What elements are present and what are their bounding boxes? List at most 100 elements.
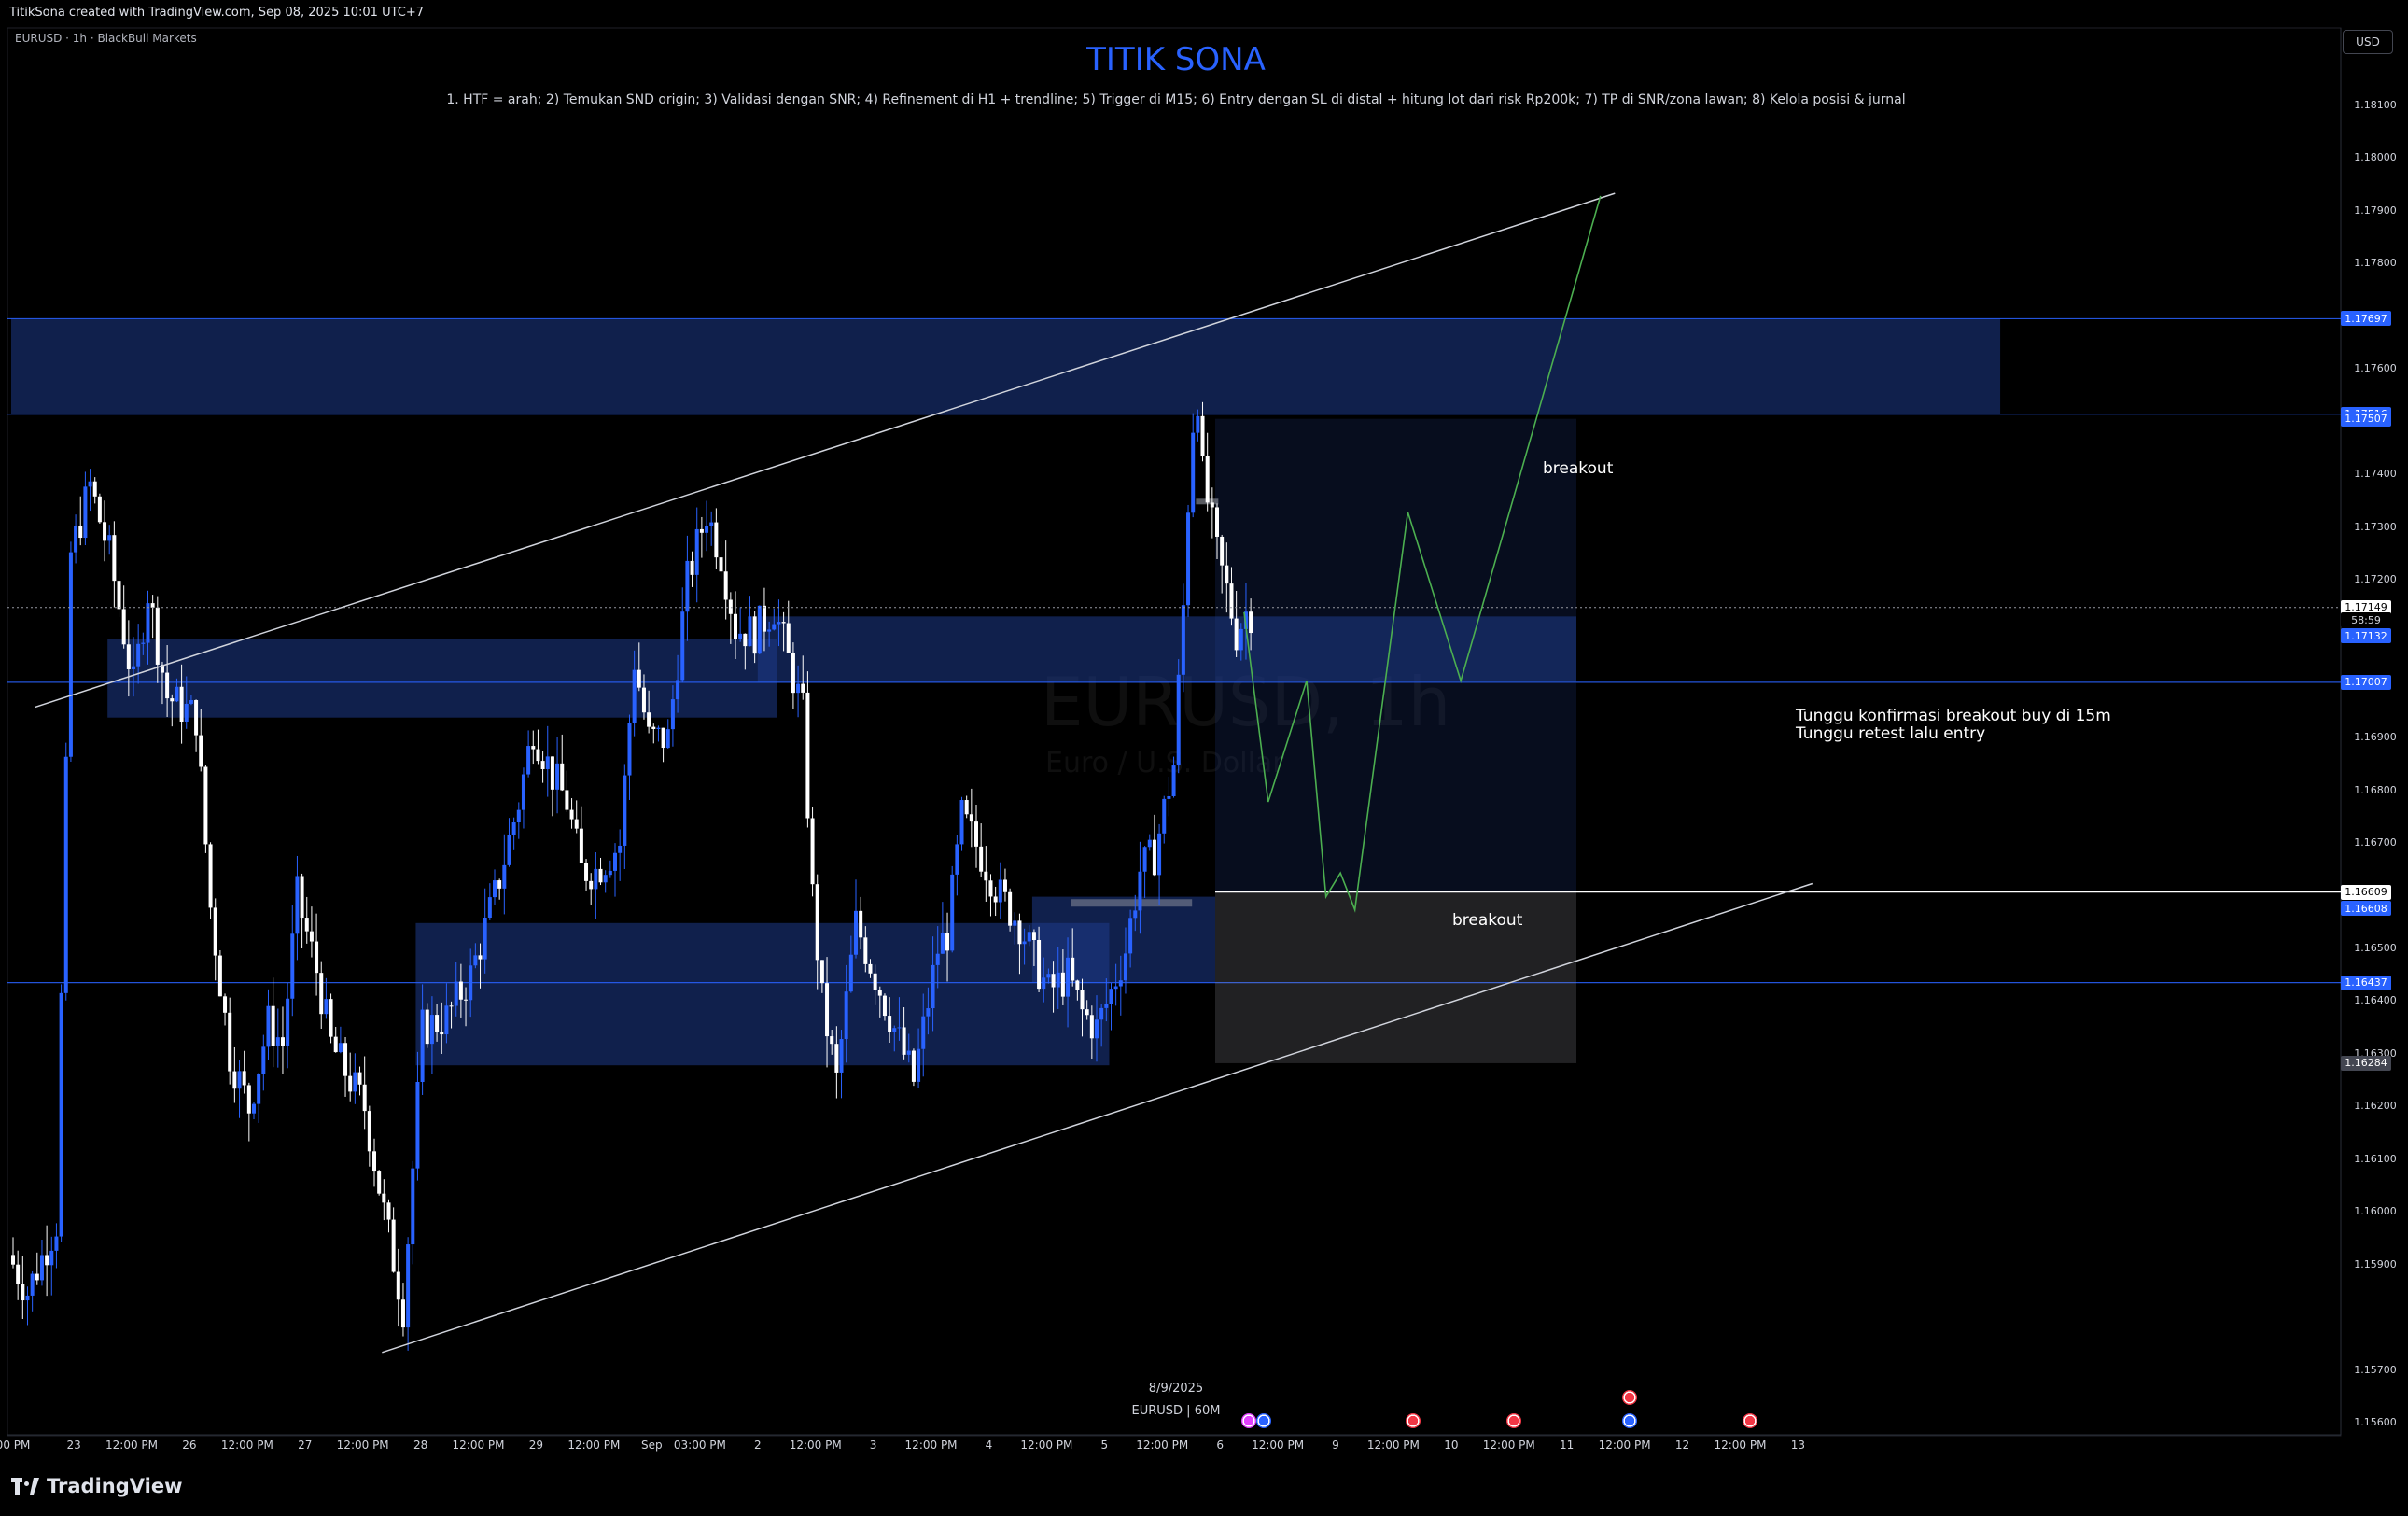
us-flag-icon[interactable]: [1405, 1413, 1421, 1428]
candle-body-31: [160, 664, 164, 673]
candle-body-68: [338, 1043, 343, 1053]
candle-body-119: [584, 863, 589, 881]
candle-body-192: [935, 953, 940, 965]
candle-body-174: [848, 954, 853, 992]
candle-body-254: [1234, 618, 1239, 651]
symbol-legend[interactable]: EURUSD · 1h · BlackBull Markets: [15, 32, 197, 45]
trade-note-line-2[interactable]: Tunggu retest lalu entry: [1796, 724, 1986, 743]
candle-body-241: [1171, 765, 1176, 796]
projection-path: [1243, 195, 1602, 913]
candle-body-162: [791, 653, 795, 694]
candle-body-167: [815, 884, 819, 961]
candle-body-148: [723, 571, 728, 600]
time-tick-label: 3: [869, 1439, 877, 1452]
candle-body-144: [705, 526, 709, 533]
us-flag-icon[interactable]: [1742, 1413, 1757, 1428]
time-tick-label: 12:00 PM: [789, 1439, 842, 1452]
candle-body-155: [757, 605, 762, 654]
candle-body-49: [246, 1085, 251, 1114]
candle-body-191: [931, 964, 935, 1009]
candle-body-199: [969, 814, 973, 822]
globe-icon[interactable]: [1255, 1413, 1271, 1428]
price-tick-label: 1.18000: [2354, 151, 2397, 164]
candle-body-60: [300, 876, 304, 919]
us-flag-icon[interactable]: [1505, 1413, 1521, 1428]
candle-body-1: [16, 1264, 21, 1284]
candle-body-247: [1200, 415, 1205, 456]
channel-lower-line: [382, 882, 1813, 1354]
candle-body-208: [1013, 920, 1017, 926]
time-tick-label: 6: [1216, 1439, 1224, 1452]
candle-body-101: [497, 880, 502, 889]
candle-body-67: [333, 1036, 338, 1053]
candle-body-39: [199, 735, 203, 767]
candle-body-127: [623, 775, 627, 846]
candle-body-179: [873, 973, 877, 990]
candle-body-79: [391, 1219, 396, 1272]
price-tick-label: 1.17300: [2354, 520, 2397, 533]
globe-icon[interactable]: [1621, 1413, 1637, 1428]
candle-body-153: [748, 616, 752, 647]
lower-demand-zone: [415, 922, 1110, 1066]
price-tick-label: 1.15900: [2354, 1257, 2397, 1270]
candle-body-156: [762, 605, 766, 632]
candle-body-27: [141, 642, 146, 644]
currency-button[interactable]: USD: [2343, 30, 2393, 54]
candle-body-248: [1205, 456, 1210, 503]
price-tag: 1.17132: [2341, 628, 2391, 644]
candle-body-103: [507, 835, 511, 865]
candle-body-163: [796, 683, 801, 694]
candle-body-82: [406, 1244, 411, 1328]
candle-body-229: [1113, 986, 1118, 990]
candle-body-78: [386, 1202, 391, 1220]
candle-body-149: [728, 599, 733, 614]
candle-body-180: [877, 990, 882, 996]
credit-text: TitikSona created with TradingView.com, …: [9, 6, 424, 20]
price-tag: 1.17007: [2341, 674, 2391, 690]
candle-body-111: [545, 756, 550, 769]
breakout-label-bottom[interactable]: breakout: [1452, 911, 1523, 930]
candle-body-175: [854, 910, 858, 955]
candle-body-134: [656, 727, 661, 729]
candle-body-72: [357, 1072, 362, 1085]
candle-body-193: [940, 933, 945, 954]
trade-note-line-1[interactable]: Tunggu konfirmasi breakout buy di 15m: [1796, 707, 2111, 725]
candle-body-98: [483, 918, 487, 960]
candle-body-87: [429, 1015, 434, 1045]
candle-body-242: [1176, 674, 1181, 766]
candle-body-150: [734, 613, 737, 639]
candle-body-84: [415, 1082, 420, 1169]
candle-body-184: [897, 1027, 902, 1029]
time-tick-label: 12:00 PM: [105, 1439, 158, 1452]
price-tick-label: 1.16400: [2354, 994, 2397, 1007]
candle-body-238: [1157, 833, 1162, 876]
time-tick-label: 12:00 PM: [1136, 1439, 1189, 1452]
tradingview-logo[interactable]: TradingView: [11, 1475, 182, 1497]
candle-body-86: [425, 1009, 429, 1045]
candle-body-239: [1162, 798, 1167, 834]
candle-body-12: [68, 552, 73, 757]
candle-body-124: [608, 870, 612, 876]
candle-body-41: [208, 844, 213, 908]
candle-body-53: [266, 1005, 271, 1047]
candle-body-187: [911, 1050, 916, 1082]
candle-body-231: [1123, 953, 1127, 981]
candle-body-10: [59, 992, 63, 1237]
candle-body-34: [175, 686, 179, 702]
breakout-label-top[interactable]: breakout: [1543, 459, 1614, 478]
candle-body-63: [315, 941, 319, 974]
candle-body-118: [579, 828, 583, 863]
candle-body-52: [261, 1046, 266, 1074]
candle-body-172: [839, 1039, 844, 1073]
candle-body-44: [223, 996, 228, 1013]
us-flag-icon[interactable]: [1621, 1390, 1637, 1405]
candle-body-113: [555, 763, 560, 790]
candle-body-89: [440, 1032, 444, 1035]
candle-body-177: [863, 937, 868, 964]
lightning-icon[interactable]: [1241, 1413, 1257, 1428]
candle-body-160: [781, 622, 786, 624]
candle-body-92: [454, 981, 458, 1006]
time-tick-label: 12:00 PM: [220, 1439, 273, 1452]
candle-body-136: [665, 729, 670, 749]
